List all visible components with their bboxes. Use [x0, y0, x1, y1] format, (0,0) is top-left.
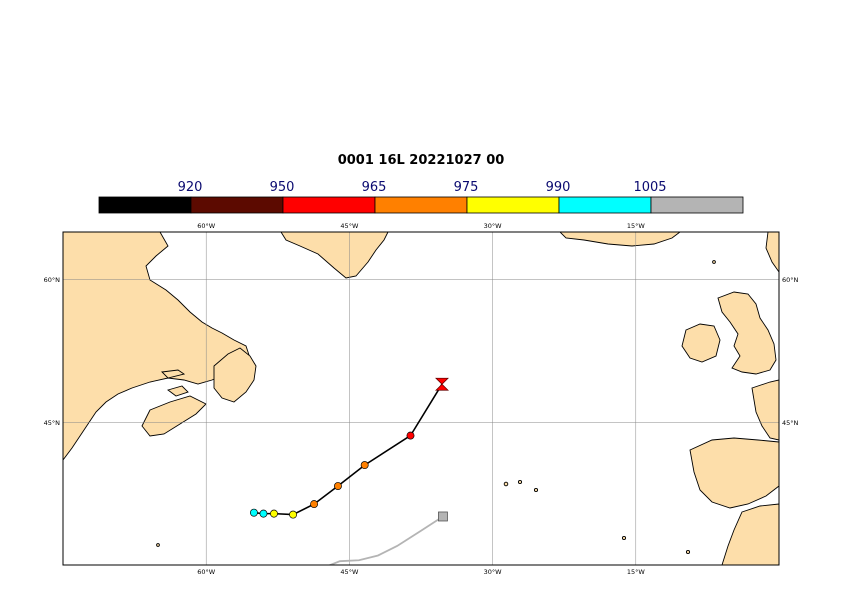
land-azores-2	[517, 479, 523, 485]
land-africa	[721, 503, 779, 565]
land-madeira	[621, 535, 627, 541]
colorbar-label-975: 975	[453, 180, 479, 195]
land-azores-3	[533, 487, 539, 493]
map-title: 0001 16L 20221027 00	[337, 153, 505, 168]
track-point	[406, 431, 415, 440]
secondary-track-line	[327, 515, 444, 565]
lon-label-bottom: 15°W	[627, 568, 646, 576]
colorbar-label-1005: 1005	[633, 180, 667, 195]
land-scandinavia	[765, 232, 779, 273]
land-iceland	[559, 232, 681, 247]
lat-label-left: 60°N	[44, 276, 61, 284]
colorbar-label-990: 990	[545, 180, 571, 195]
land-iberia	[689, 437, 779, 509]
lon-label-top: 60°W	[197, 222, 216, 230]
track-point-current	[435, 377, 449, 391]
lon-label-bottom: 45°W	[340, 568, 359, 576]
land-great-britain	[717, 291, 777, 375]
track-point	[333, 482, 342, 490]
colorbar-segment-6	[650, 196, 744, 214]
track-point	[310, 500, 319, 509]
pressure-colorbar	[98, 196, 744, 214]
land-ireland	[681, 323, 721, 363]
land-anticosti	[161, 369, 186, 379]
land-canary	[685, 549, 691, 555]
land-faroe	[712, 260, 716, 264]
colorbar-label-965: 965	[361, 180, 387, 195]
secondary-track	[327, 511, 448, 565]
storm-track	[249, 377, 449, 519]
map-frame	[62, 231, 780, 566]
lat-label-left: 45°N	[44, 419, 61, 427]
colorbar-label-920: 920	[177, 180, 203, 195]
land-newfoundland	[213, 347, 257, 403]
lon-label-top: 45°W	[340, 222, 359, 230]
lon-label-bottom: 60°W	[197, 568, 216, 576]
axis-tick-labels: 60°W 60°W 45°W 45°W 30°W 30°W 15°W 15°W 60°N 60°N…	[44, 222, 799, 576]
lon-label-top: 30°W	[484, 222, 503, 230]
colorbar-label-950: 950	[269, 180, 295, 195]
track-point	[360, 461, 369, 470]
lon-label-bottom: 30°W	[484, 568, 503, 576]
land-france	[751, 379, 779, 441]
land-azores-1	[503, 481, 509, 487]
land-pei	[167, 385, 189, 397]
track-point	[289, 510, 298, 519]
graticule	[63, 232, 779, 565]
lat-label-right: 60°N	[782, 276, 799, 284]
track-point	[270, 509, 278, 518]
land-bermuda	[156, 543, 160, 547]
secondary-track-marker	[438, 511, 448, 522]
lat-label-right: 45°N	[782, 419, 799, 427]
land-layer	[63, 232, 779, 565]
land-maritimes	[141, 395, 207, 437]
ocean	[63, 232, 779, 565]
track-point	[259, 509, 268, 518]
track-point	[249, 508, 258, 517]
land-greenland	[280, 232, 389, 279]
lon-label-top: 15°W	[627, 222, 646, 230]
